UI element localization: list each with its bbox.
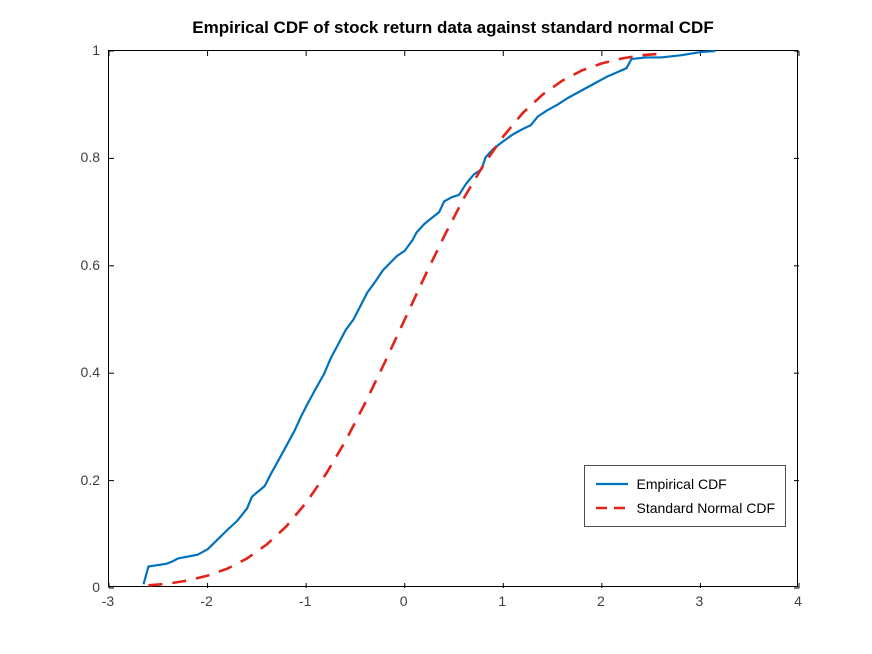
- x-tick-label: 2: [597, 593, 605, 609]
- x-tick-label: -3: [102, 593, 114, 609]
- y-tick-label: 0.6: [81, 257, 100, 273]
- y-tick-label: 1: [92, 42, 100, 58]
- legend-label-normal: Standard Normal CDF: [637, 500, 776, 516]
- y-tick-label: 0.8: [81, 149, 100, 165]
- y-tick-label: 0: [92, 579, 100, 595]
- legend-label-empirical: Empirical CDF: [637, 476, 727, 492]
- x-tick-label: 3: [696, 593, 704, 609]
- x-tick-label: 1: [498, 593, 506, 609]
- x-tick-label: 0: [400, 593, 408, 609]
- chart-title: Empirical CDF of stock return data again…: [108, 18, 798, 38]
- legend-swatch-empirical: [595, 474, 629, 494]
- legend-swatch-normal: [595, 498, 629, 518]
- legend-item-normal: Standard Normal CDF: [595, 496, 776, 520]
- chart-container: Empirical CDF of stock return data again…: [0, 0, 872, 654]
- x-tick-label: -2: [200, 593, 212, 609]
- x-tick-label: 4: [794, 593, 802, 609]
- y-tick-label: 0.2: [81, 472, 100, 488]
- legend-item-empirical: Empirical CDF: [595, 472, 776, 496]
- x-tick-label: -1: [299, 593, 311, 609]
- y-tick-label: 0.4: [81, 364, 100, 380]
- legend: Empirical CDF Standard Normal CDF: [584, 465, 787, 527]
